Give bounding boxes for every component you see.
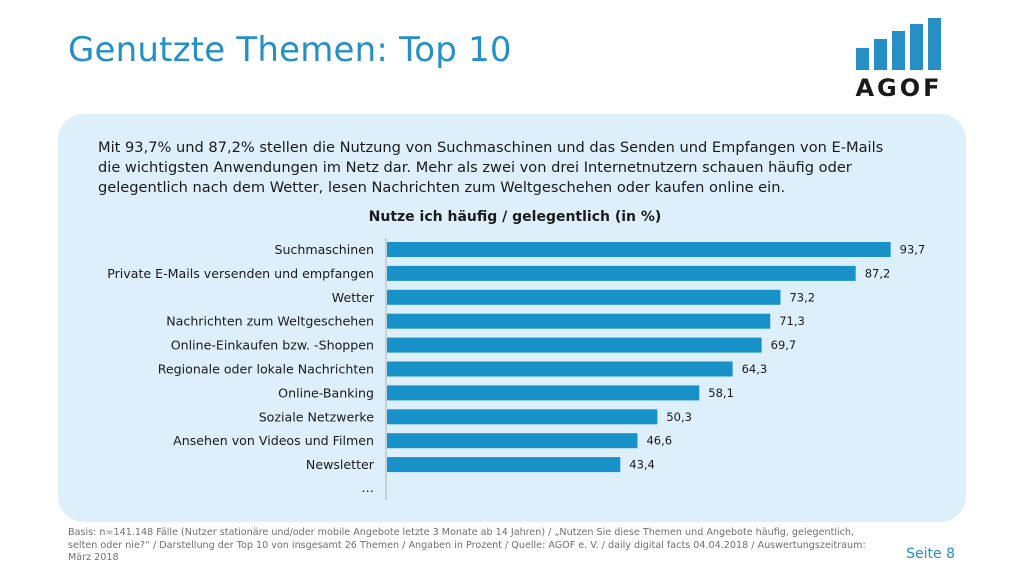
category-label: Private E-Mails versenden und empfangen <box>107 266 374 281</box>
bar-6 <box>387 361 733 377</box>
chart-bars: Suchmaschinen 93,7 Private E-Mails versend… <box>107 242 925 495</box>
value-label: 43,4 <box>629 458 655 472</box>
category-label: Newsletter <box>306 457 375 472</box>
bar-8 <box>387 409 658 425</box>
value-label: 64,3 <box>742 362 768 376</box>
bar-4 <box>387 313 771 329</box>
page-number: Seite 8 <box>906 546 955 562</box>
category-label: Wetter <box>332 290 375 305</box>
bar-10 <box>387 457 621 473</box>
value-label: 46,6 <box>646 434 672 448</box>
more-categories-ellipsis: … <box>361 480 374 495</box>
logo-bars-icon <box>856 18 942 70</box>
bar-7 <box>387 385 700 401</box>
category-label: Nachrichten zum Weltgeschehen <box>166 314 374 329</box>
page-title: Genutzte Themen: Top 10 <box>68 30 512 70</box>
category-label: Ansehen von Videos und Filmen <box>173 433 374 448</box>
category-label: Regionale oder lokale Nachrichten <box>158 362 374 377</box>
value-label: 69,7 <box>771 338 797 352</box>
category-label: Suchmaschinen <box>274 242 374 257</box>
intro-text: Mit 93,7% und 87,2% stellen die Nutzung … <box>98 139 884 197</box>
logo-text: AGOF <box>855 74 943 102</box>
value-label: 87,2 <box>865 266 891 280</box>
category-label: Online-Einkaufen bzw. -Shoppen <box>171 338 374 353</box>
bar-5 <box>387 337 762 353</box>
value-label: 93,7 <box>900 243 926 257</box>
bar-2 <box>387 265 856 281</box>
value-label: 71,3 <box>779 314 805 328</box>
category-label: Soziale Netzwerke <box>259 409 375 424</box>
value-label: 58,1 <box>708 386 734 400</box>
value-label: 73,2 <box>789 290 815 304</box>
category-label: Online-Banking <box>278 385 374 400</box>
agof-logo: AGOF <box>852 18 946 102</box>
value-label: 50,3 <box>666 410 692 424</box>
source-footnote: Basis: n=141.148 Fälle (Nutzer stationär… <box>68 527 866 564</box>
chart-title: Nutze ich häufig / gelegentlich (in %) <box>368 209 662 225</box>
bar-9 <box>387 433 638 449</box>
bar-1 <box>387 242 891 257</box>
bar-3 <box>387 289 781 305</box>
